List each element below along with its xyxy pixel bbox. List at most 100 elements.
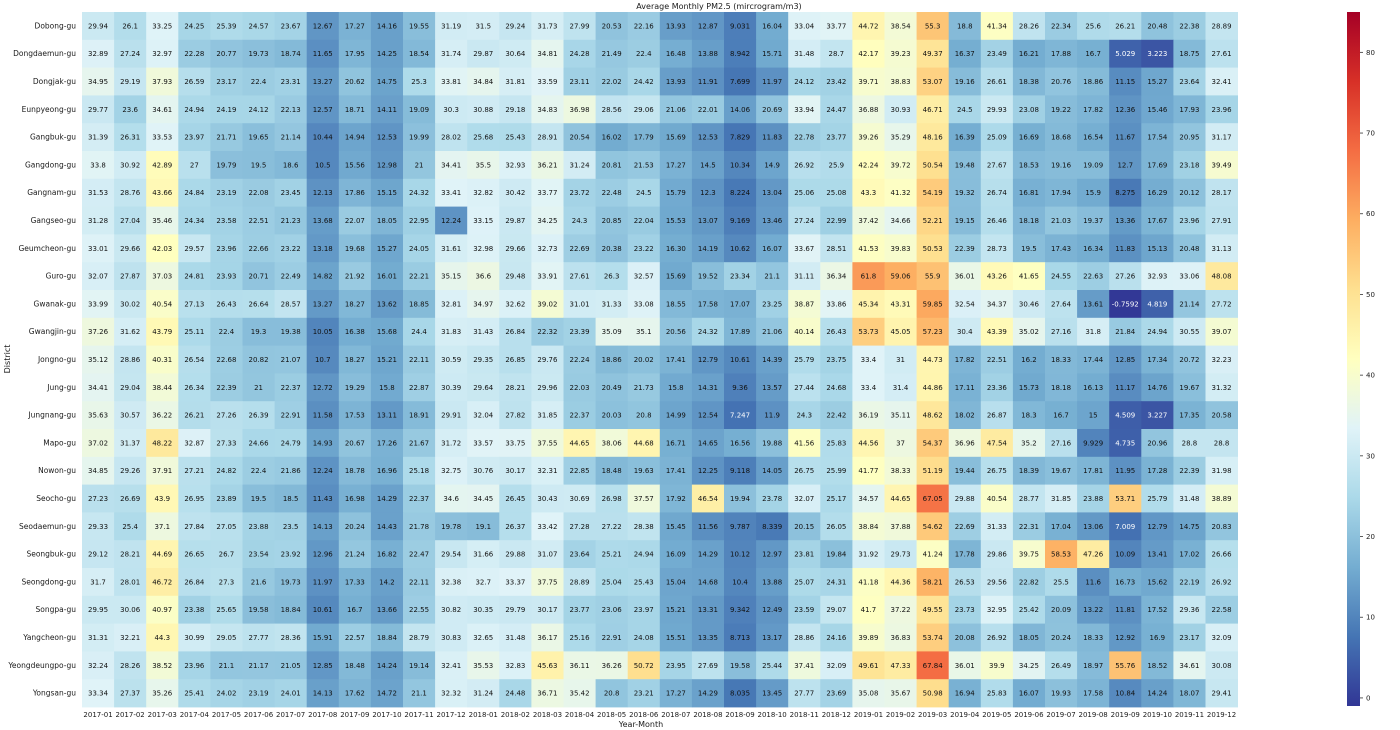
cell-value-label: 13.27	[313, 300, 333, 308]
heatmap-cell	[435, 651, 468, 680]
cell-value-label: 26.54	[184, 356, 205, 364]
heatmap-cell	[210, 67, 243, 96]
heatmap-cell	[691, 67, 725, 96]
heatmap-cell	[595, 373, 629, 402]
cell-value-label: 46.71	[923, 106, 943, 114]
cell-value-label: 12.53	[377, 134, 397, 142]
heatmap-cell	[595, 623, 629, 652]
cell-value-label: 24.3	[796, 412, 812, 420]
cell-value-label: 22.39	[955, 245, 975, 253]
cell-value-label: 19.79	[216, 161, 236, 169]
heatmap-cell	[178, 317, 211, 346]
cell-value-label: 16.02	[602, 134, 622, 142]
heatmap-cell	[852, 12, 885, 41]
cell-value-label: 25.79	[794, 356, 814, 364]
cell-value-label: 21.06	[762, 328, 783, 336]
cell-value-label: 20.69	[762, 106, 782, 114]
cell-value-label: 41.65	[1019, 273, 1039, 281]
heatmap-cell	[1205, 234, 1238, 263]
heatmap-cell	[1077, 39, 1110, 68]
cell-value-label: 20.76	[1051, 78, 1072, 86]
cell-value-label: 31.98	[1212, 467, 1232, 475]
heatmap-cell	[852, 623, 885, 652]
cell-value-label: 16.09	[666, 551, 686, 559]
cell-value-label: 25.11	[184, 328, 204, 336]
heatmap-cell	[146, 623, 179, 652]
row-label: Jung-gu	[46, 383, 76, 392]
heatmap-cell	[916, 67, 950, 96]
cell-value-label: 24.25	[184, 22, 204, 30]
heatmap-cell	[595, 262, 629, 291]
heatmap-cell	[210, 512, 243, 541]
cell-value-label: 38.44	[152, 384, 173, 392]
cell-value-label: 26.21	[1115, 22, 1135, 30]
cell-value-label: 14.65	[698, 439, 718, 447]
heatmap-cell	[563, 429, 596, 458]
cell-value-label: 12.54	[698, 412, 719, 420]
heatmap-cell	[435, 39, 468, 68]
cell-value-label: 23.96	[1212, 106, 1233, 114]
cell-value-label: 17.67	[1147, 217, 1167, 225]
heatmap-cell	[1141, 123, 1174, 152]
cell-value-label: 42.03	[152, 245, 172, 253]
heatmap-cell	[916, 456, 950, 485]
heatmap-cell	[820, 595, 853, 624]
heatmap-cell	[370, 39, 404, 68]
cell-value-label: 20.62	[345, 78, 365, 86]
cell-value-label: 15.51	[666, 634, 686, 642]
cell-value-label: 10.7	[315, 356, 331, 364]
cell-value-label: 13.27	[313, 78, 333, 86]
row-label: Seongdong-gu	[21, 577, 76, 586]
cell-value-label: 22.04	[634, 217, 655, 225]
cell-value-label: 33.4	[861, 384, 877, 392]
cell-value-label: 20.83	[1212, 523, 1232, 531]
heatmap-cell	[595, 67, 629, 96]
heatmap-cell	[338, 456, 372, 485]
heatmap-cell	[1077, 151, 1110, 180]
cell-value-label: 31.07	[537, 551, 557, 559]
cell-value-label: 30.17	[505, 467, 525, 475]
heatmap-cell	[146, 39, 179, 68]
cell-value-label: 19.78	[441, 523, 461, 531]
cell-value-label: 17.41	[666, 467, 686, 475]
heatmap-cell	[531, 262, 564, 291]
cell-value-label: 13.88	[762, 578, 782, 586]
heatmap-cell	[916, 651, 950, 680]
cell-value-label: 32.81	[441, 300, 461, 308]
cell-value-label: 19.94	[730, 495, 751, 503]
heatmap-cell	[114, 262, 147, 291]
cell-value-label: 37	[896, 439, 905, 447]
cell-value-label: 26.85	[505, 356, 525, 364]
heatmap-cell	[467, 429, 500, 458]
heatmap-cell	[563, 568, 596, 597]
cell-value-label: 19.44	[955, 467, 976, 475]
heatmap-cell	[980, 373, 1014, 402]
heatmap-cell	[1173, 568, 1206, 597]
cell-value-label: 38.83	[891, 78, 911, 86]
cell-value-label: 26.66	[1212, 551, 1233, 559]
heatmap-cell	[242, 568, 275, 597]
cell-value-label: 22.37	[281, 384, 301, 392]
cell-value-label: 25.44	[762, 662, 783, 670]
heatmap-cell	[1045, 401, 1078, 430]
cell-value-label: 24.55	[1051, 273, 1071, 281]
cell-value-label: 23.11	[570, 78, 590, 86]
cell-value-label: 44.68	[634, 439, 654, 447]
cell-value-label: 24.48	[505, 690, 525, 698]
heatmap-cell	[724, 651, 757, 680]
cell-value-label: 32.93	[505, 161, 525, 169]
cell-value-label: 12.7	[1117, 161, 1133, 169]
heatmap-cell	[852, 95, 885, 124]
cell-value-label: 26.65	[184, 551, 204, 559]
heatmap-cell	[788, 401, 821, 430]
heatmap-cell	[916, 568, 950, 597]
heatmap-cell	[82, 178, 115, 207]
column-label: 2018-02	[501, 711, 530, 719]
heatmap-cell	[1012, 568, 1046, 597]
heatmap-cell	[114, 12, 147, 41]
cell-value-label: 29.24	[505, 22, 526, 30]
cell-value-label: 14.05	[762, 467, 782, 475]
cell-value-label: 33.99	[88, 300, 108, 308]
heatmap-cell	[820, 234, 853, 263]
heatmap-cell	[1205, 12, 1238, 41]
